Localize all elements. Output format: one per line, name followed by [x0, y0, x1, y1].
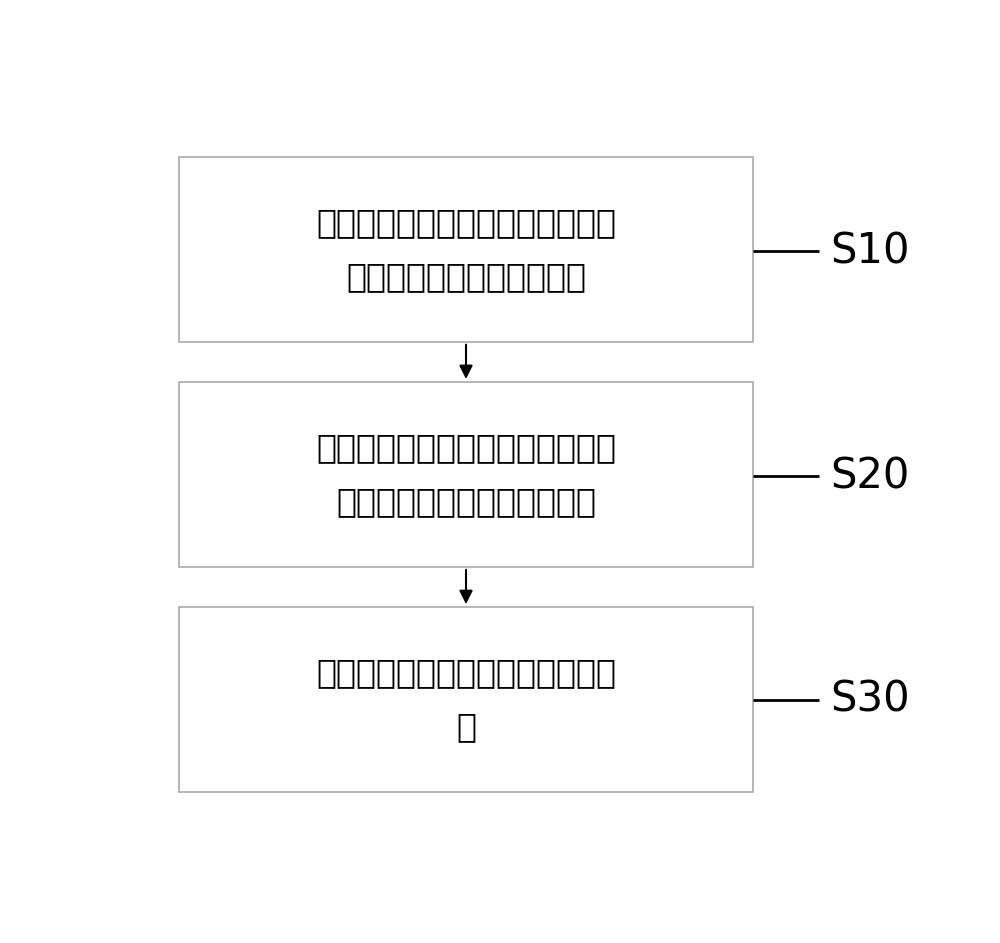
Text: 将暖通整装式机房所需的所有系统
组件分段包装运输至施工现场: 将暖通整装式机房所需的所有系统 组件分段包装运输至施工现场: [316, 431, 616, 518]
Bar: [179, 157, 753, 342]
Bar: [179, 382, 753, 567]
Text: 根据预先测绘的图纸生产加工暖通
整装式机房的部分系统组件: 根据预先测绘的图纸生产加工暖通 整装式机房的部分系统组件: [316, 206, 616, 292]
Text: S30: S30: [830, 679, 910, 720]
Text: S20: S20: [830, 455, 910, 497]
Text: 对分段包装的系统组件进行现场拼
装: 对分段包装的系统组件进行现场拼 装: [316, 656, 616, 743]
Bar: [179, 607, 753, 792]
Text: S10: S10: [830, 230, 910, 273]
